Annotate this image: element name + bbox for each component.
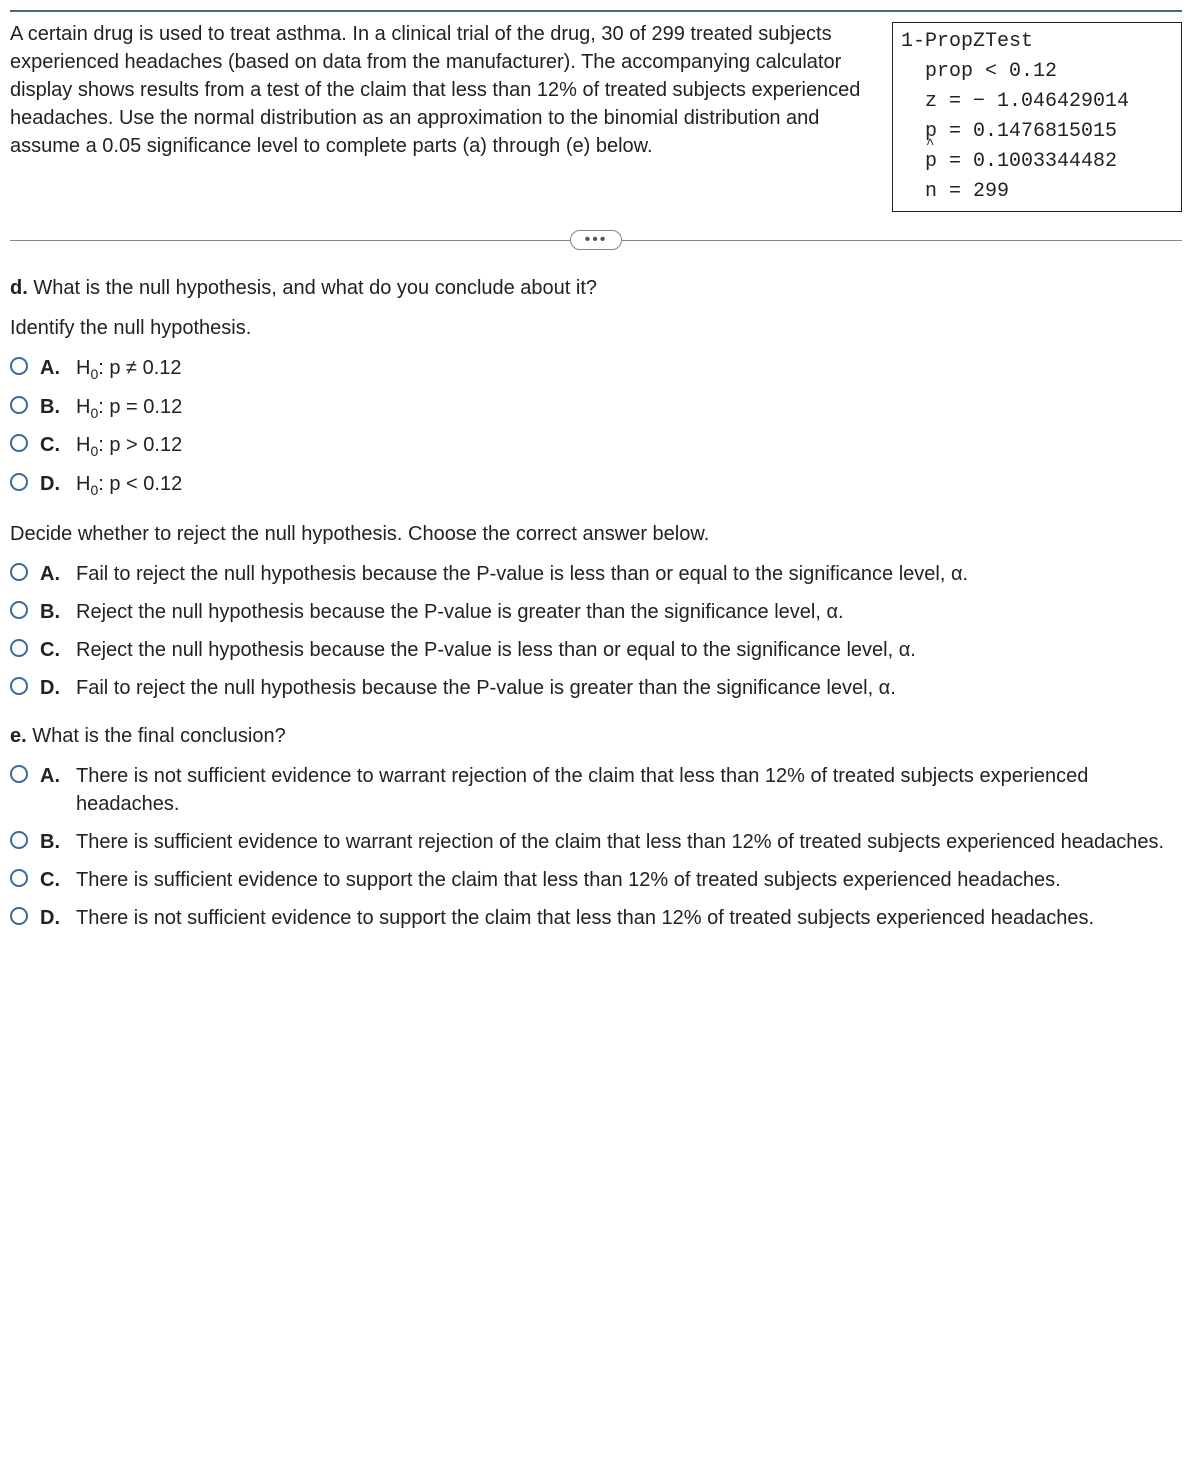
decide-prompt: Decide whether to reject the null hypoth… — [10, 520, 1182, 548]
identify-null-prompt: Identify the null hypothesis. — [10, 314, 1182, 342]
calc-n: n = 299 — [901, 177, 1173, 207]
conclusion-option-b[interactable]: B. There is sufficient evidence to warra… — [10, 828, 1182, 856]
h0-option-d[interactable]: D. H0: p < 0.12 — [10, 470, 1182, 501]
decide-option-b[interactable]: B. Reject the null hypothesis because th… — [10, 598, 1182, 626]
section-divider: ••• — [10, 230, 1182, 250]
calc-title: 1-PropZTest — [901, 27, 1173, 57]
null-hypothesis-options: A. H0: p ≠ 0.12 B. H0: p = 0.12 C. H0: p… — [10, 354, 1182, 500]
decide-options: A. Fail to reject the null hypothesis be… — [10, 560, 1182, 702]
radio-icon[interactable] — [10, 563, 28, 581]
radio-icon[interactable] — [10, 473, 28, 491]
problem-header: A certain drug is used to treat asthma. … — [10, 10, 1182, 212]
radio-icon[interactable] — [10, 677, 28, 695]
radio-icon[interactable] — [10, 869, 28, 887]
part-e-section: e. What is the final conclusion? A. Ther… — [10, 722, 1182, 932]
conclusion-option-c[interactable]: C. There is sufficient evidence to suppo… — [10, 866, 1182, 894]
calc-prop: prop < 0.12 — [901, 57, 1173, 87]
radio-icon[interactable] — [10, 601, 28, 619]
h0-option-c[interactable]: C. H0: p > 0.12 — [10, 431, 1182, 462]
calc-z: z = − 1.046429014 — [901, 87, 1173, 117]
decide-option-a[interactable]: A. Fail to reject the null hypothesis be… — [10, 560, 1182, 588]
radio-icon[interactable] — [10, 907, 28, 925]
h0-option-b[interactable]: B. H0: p = 0.12 — [10, 393, 1182, 424]
part-d-question: d. What is the null hypothesis, and what… — [10, 274, 1182, 302]
calc-p: p = 0.1476815015 — [901, 117, 1173, 147]
radio-icon[interactable] — [10, 434, 28, 452]
radio-icon[interactable] — [10, 396, 28, 414]
part-d-section: d. What is the null hypothesis, and what… — [10, 274, 1182, 500]
decide-section: Decide whether to reject the null hypoth… — [10, 520, 1182, 702]
conclusion-option-d[interactable]: D. There is not sufficient evidence to s… — [10, 904, 1182, 932]
h0-option-a[interactable]: A. H0: p ≠ 0.12 — [10, 354, 1182, 385]
calc-phat: p = 0.1003344482 — [901, 147, 1173, 177]
decide-option-d[interactable]: D. Fail to reject the null hypothesis be… — [10, 674, 1182, 702]
problem-statement: A certain drug is used to treat asthma. … — [10, 12, 872, 160]
decide-option-c[interactable]: C. Reject the null hypothesis because th… — [10, 636, 1182, 664]
ellipsis-icon[interactable]: ••• — [570, 230, 623, 250]
conclusion-options: A. There is not sufficient evidence to w… — [10, 762, 1182, 932]
radio-icon[interactable] — [10, 639, 28, 657]
calculator-display: 1-PropZTest prop < 0.12 z = − 1.04642901… — [892, 22, 1182, 212]
radio-icon[interactable] — [10, 831, 28, 849]
radio-icon[interactable] — [10, 357, 28, 375]
conclusion-option-a[interactable]: A. There is not sufficient evidence to w… — [10, 762, 1182, 818]
radio-icon[interactable] — [10, 765, 28, 783]
part-e-question: e. What is the final conclusion? — [10, 722, 1182, 750]
